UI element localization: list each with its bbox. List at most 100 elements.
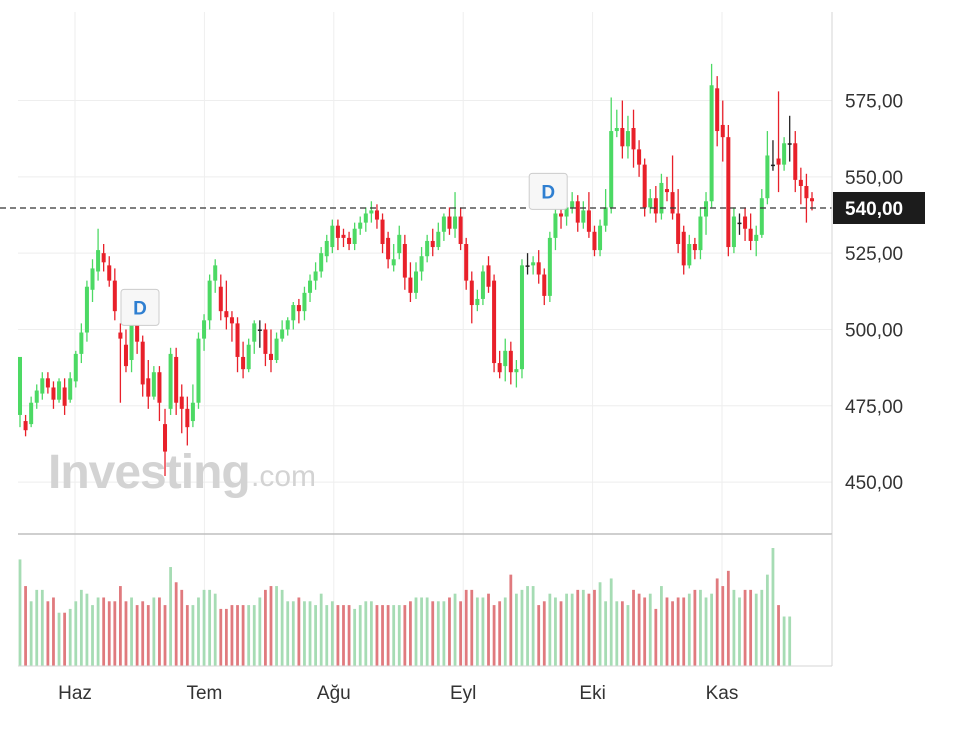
candle[interactable] [363,207,368,232]
candle[interactable] [659,173,664,220]
candle[interactable] [413,262,419,299]
candle[interactable] [469,271,474,324]
candle[interactable] [687,234,692,269]
candlestick-series[interactable] [17,63,815,476]
candle[interactable] [274,332,279,364]
candle[interactable] [575,195,580,232]
candle[interactable] [207,274,212,330]
candle[interactable] [157,366,162,422]
candle[interactable] [313,262,318,290]
candle[interactable] [519,259,524,379]
dividend-marker[interactable]: D [120,288,160,326]
candle[interactable] [497,350,502,379]
candle[interactable] [391,244,396,272]
candle[interactable] [235,317,240,373]
candle[interactable] [352,222,357,251]
candle[interactable] [453,192,458,238]
candle[interactable] [358,216,363,235]
candle[interactable] [486,256,491,293]
candle[interactable] [430,228,435,257]
candle[interactable] [704,192,709,235]
candle[interactable] [107,256,112,287]
candle[interactable] [787,115,792,162]
candle[interactable] [341,228,346,248]
candle[interactable] [653,186,658,223]
candle[interactable] [347,231,352,251]
candle[interactable] [268,329,273,373]
candle[interactable] [464,237,469,290]
candle[interactable] [419,247,424,281]
candle[interactable] [218,274,223,321]
candle[interactable] [553,207,558,251]
candle[interactable] [625,115,630,159]
candle[interactable] [770,140,775,171]
candle[interactable] [285,317,290,336]
candle[interactable] [73,350,78,388]
candle[interactable] [174,347,179,415]
candle[interactable] [648,189,653,214]
dividend-markers[interactable]: DD [120,172,568,326]
candle[interactable] [748,213,753,251]
candle[interactable] [229,311,234,342]
candle[interactable] [386,231,391,269]
candle[interactable] [129,317,134,373]
candle[interactable] [681,225,686,275]
candle[interactable] [84,280,89,342]
candle[interactable] [503,338,508,382]
candle[interactable] [29,396,34,428]
candle[interactable] [374,204,379,229]
candle[interactable] [224,280,229,330]
candle[interactable] [402,234,407,290]
candle[interactable] [257,320,262,348]
candle[interactable] [146,360,151,409]
candle[interactable] [754,225,759,257]
candle[interactable] [492,274,497,373]
candle[interactable] [603,189,608,232]
candle[interactable] [664,176,669,202]
candle[interactable] [112,268,117,321]
candle[interactable] [614,109,619,138]
candle[interactable] [731,207,736,254]
candle[interactable] [302,286,307,321]
candle[interactable] [196,332,201,409]
candle[interactable] [335,219,340,251]
candle[interactable] [759,189,764,238]
candle[interactable] [798,167,803,205]
candle[interactable] [96,228,101,281]
candle[interactable] [140,335,145,397]
candle[interactable] [670,155,675,220]
candle[interactable] [57,378,62,403]
candle[interactable] [715,76,720,147]
candle[interactable] [34,384,39,409]
candle[interactable] [397,225,402,260]
candle[interactable] [458,207,463,251]
candle[interactable] [101,244,106,272]
candle[interactable] [793,131,798,193]
candle[interactable] [324,234,329,263]
candle[interactable] [592,225,597,257]
candle[interactable] [380,213,385,254]
candle[interactable] [45,372,50,394]
candle[interactable] [23,414,28,437]
candle[interactable] [692,237,697,260]
candle[interactable] [202,314,207,351]
candle[interactable] [637,140,642,177]
candle[interactable] [213,259,218,293]
candle[interactable] [185,396,190,446]
candle[interactable] [190,384,195,428]
candle[interactable] [319,247,324,278]
candle[interactable] [246,338,251,373]
candle[interactable] [514,360,519,388]
candle[interactable] [68,372,73,403]
candle[interactable] [737,213,742,235]
candle[interactable] [676,189,681,254]
candle[interactable] [330,219,335,254]
candle[interactable] [720,100,725,162]
candle[interactable] [581,201,586,229]
candle[interactable] [765,131,770,205]
candle[interactable] [441,213,446,241]
candle[interactable] [542,268,547,306]
candle[interactable] [698,207,703,260]
candle[interactable] [547,231,552,302]
